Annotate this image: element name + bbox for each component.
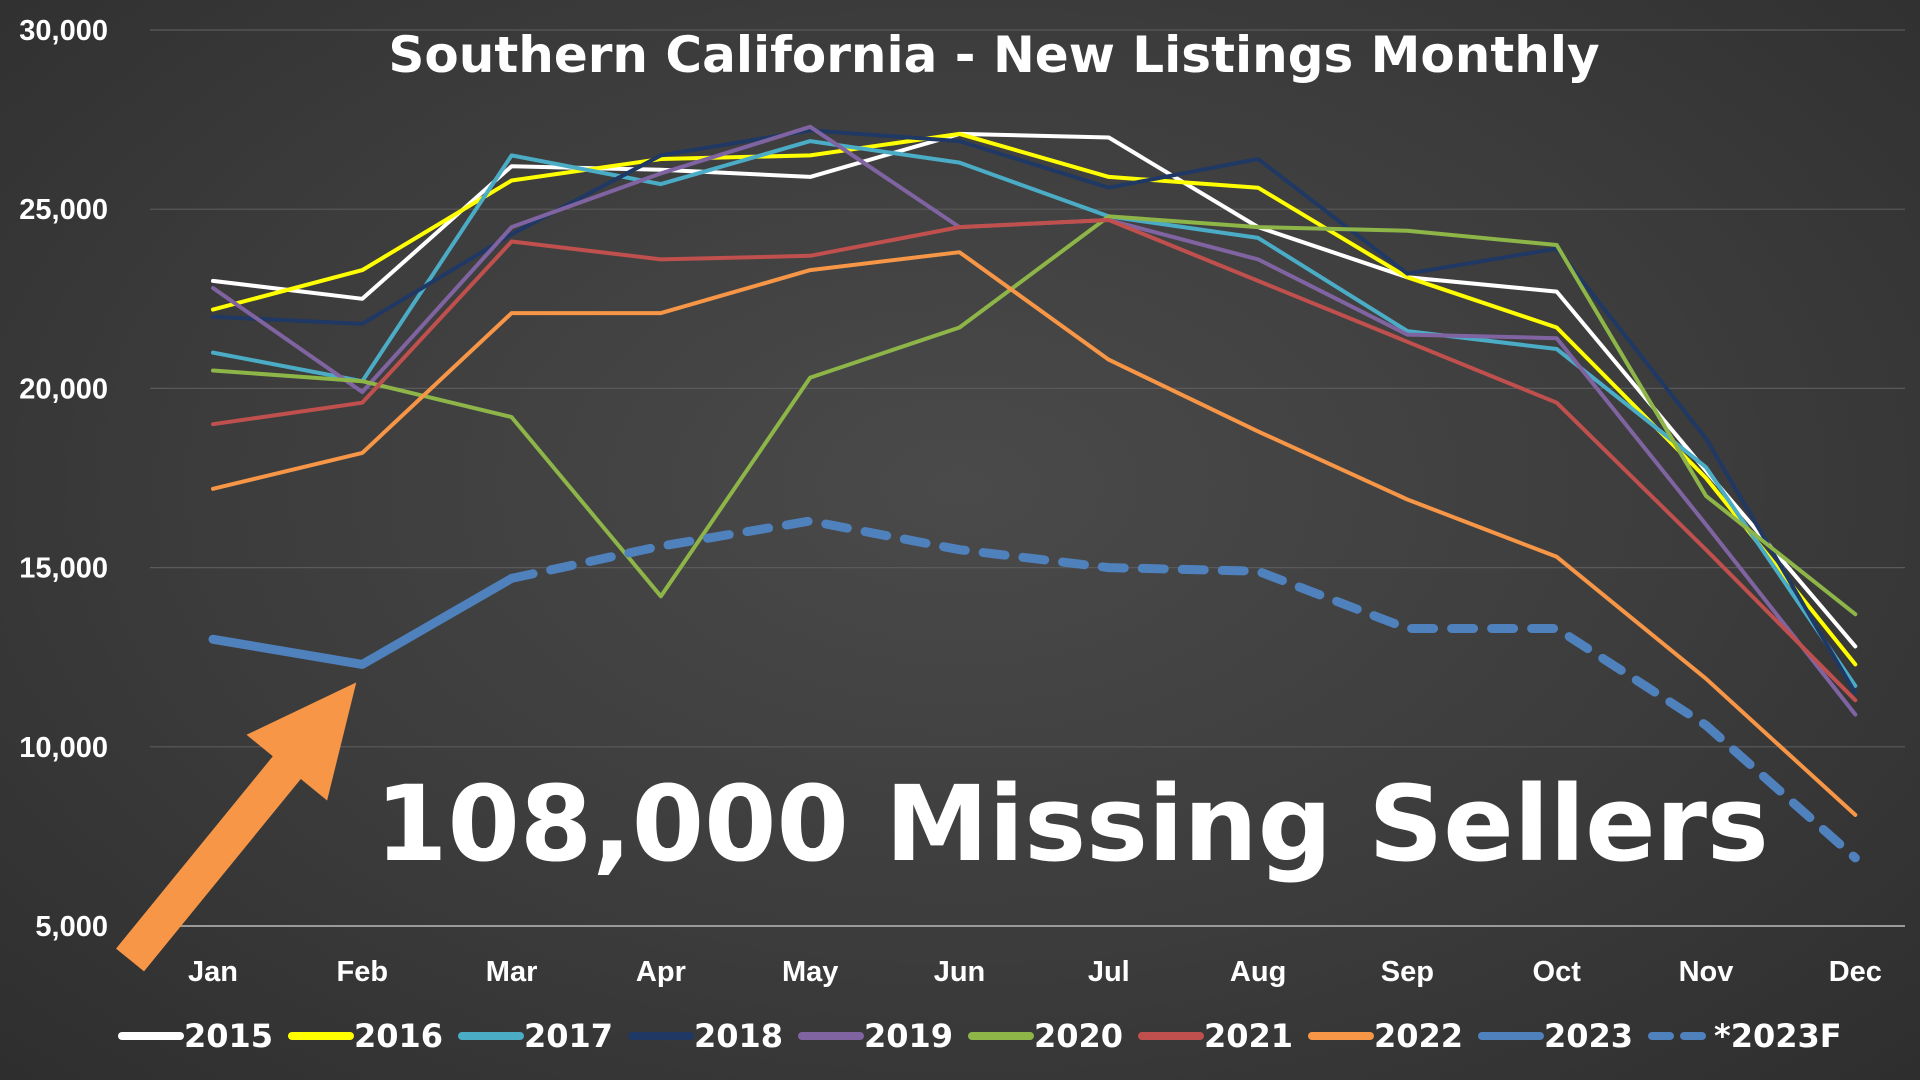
- x-tick-label: Dec: [1829, 956, 1882, 988]
- y-tick-label: 25,000: [19, 194, 108, 226]
- legend-item: *2023F: [1648, 1017, 1842, 1055]
- x-tick-label: Oct: [1533, 956, 1582, 988]
- legend-item: 2022: [1308, 1017, 1463, 1055]
- legend-item: 2020: [968, 1017, 1123, 1055]
- x-tick-label: Sep: [1381, 956, 1434, 988]
- y-tick-label: 20,000: [19, 373, 108, 405]
- legend: 2015 2016 2017 2018 2019 2020 2021 2022 2023 *202…: [118, 1017, 1842, 1055]
- annotation-text: 108,000 Missing Sellers: [375, 763, 1769, 885]
- annotation: 108,000 Missing Sellers: [116, 682, 1769, 972]
- y-tick-label: 15,000: [19, 553, 108, 585]
- x-axis-ticks: Jan Feb Mar Apr May Jun Jul Aug Sep Oct Nov Dec: [188, 956, 1882, 988]
- y-tick-label: 5,000: [35, 911, 108, 943]
- series-line-2022: [211, 250, 1858, 817]
- x-tick-label: Mar: [486, 956, 538, 988]
- x-tick-label: Jun: [934, 956, 986, 988]
- series-lines: [208, 124, 1860, 863]
- legend-item: 2017: [458, 1017, 613, 1055]
- series-line-2018: [211, 128, 1858, 695]
- legend-label: 2017: [524, 1017, 613, 1055]
- legend-item: 2015: [118, 1017, 273, 1055]
- legend-label: 2022: [1374, 1017, 1463, 1055]
- x-tick-label: Apr: [636, 956, 686, 988]
- legend-item: 2019: [798, 1017, 953, 1055]
- x-tick-label: Nov: [1679, 956, 1734, 988]
- legend-item: 2018: [628, 1017, 783, 1055]
- legend-item: 2021: [1138, 1017, 1293, 1055]
- series-line-2020: [211, 214, 1858, 617]
- series-line-2023: [208, 573, 517, 669]
- x-tick-label: Jan: [188, 956, 238, 988]
- x-tick-label: Jul: [1088, 956, 1130, 988]
- legend-label: 2023: [1544, 1017, 1633, 1055]
- y-tick-label: 10,000: [19, 732, 108, 764]
- legend-label: 2016: [354, 1017, 443, 1055]
- x-tick-label: May: [782, 956, 838, 988]
- legend-label: *2023F: [1714, 1017, 1842, 1055]
- legend-label: 2021: [1204, 1017, 1293, 1055]
- series-line-2016: [211, 131, 1858, 667]
- y-axis-ticks: 5,000 10,000 15,000 20,000 25,000 30,000: [19, 15, 108, 943]
- legend-label: 2018: [694, 1017, 783, 1055]
- legend-label: 2020: [1034, 1017, 1123, 1055]
- legend-label: 2015: [184, 1017, 273, 1055]
- legend-item: 2023: [1478, 1017, 1633, 1055]
- gridlines: [150, 29, 1905, 927]
- arrow-icon: [116, 682, 357, 972]
- chart-title: Southern California - New Listings Month…: [388, 26, 1599, 84]
- series-line-2023F: [507, 516, 1860, 863]
- x-tick-label: Aug: [1230, 956, 1286, 988]
- series-line-2021: [211, 218, 1858, 703]
- series-line-2015: [211, 131, 1858, 649]
- x-tick-label: Feb: [337, 956, 389, 988]
- y-tick-label: 30,000: [19, 15, 108, 47]
- legend-label: 2019: [864, 1017, 953, 1055]
- legend-item: 2016: [288, 1017, 443, 1055]
